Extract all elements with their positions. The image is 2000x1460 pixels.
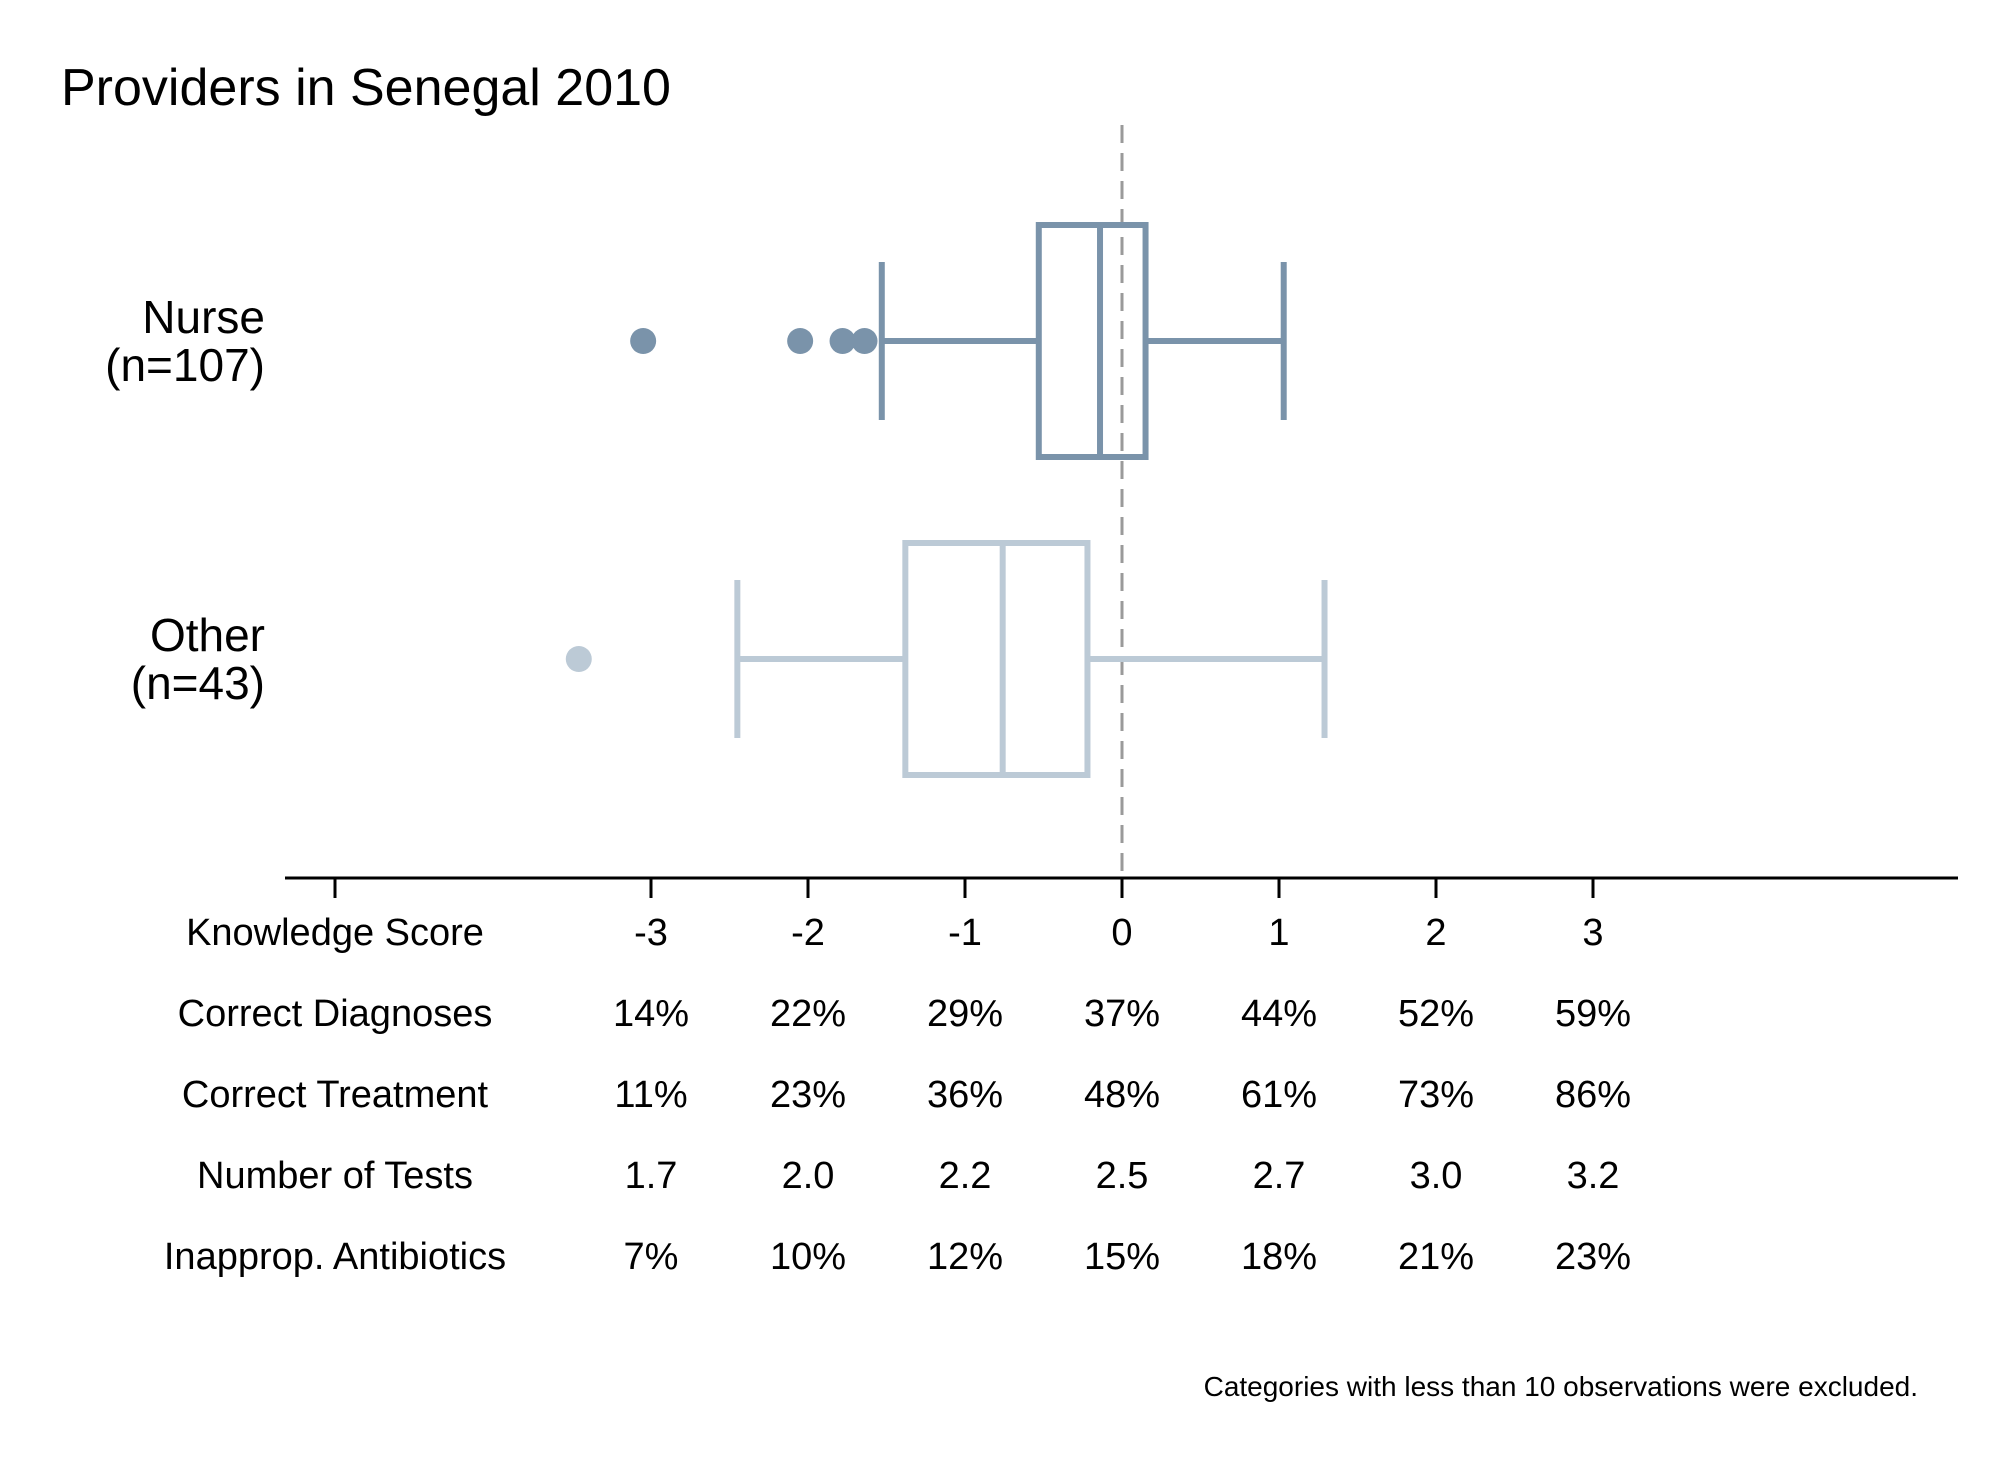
footnote: Categories with less than 10 observation… (1204, 1371, 1918, 1402)
table-cell: 23% (770, 1074, 846, 1116)
box (1035, 222, 1149, 460)
table-cell: 2.0 (782, 1155, 835, 1197)
plot-area: Nurse(n=107) Other(n=43) (105, 125, 1958, 898)
x-tick-label: 2 (1425, 912, 1446, 954)
chart-title: Providers in Senegal 2010 (61, 59, 671, 117)
table-cell: 52% (1398, 993, 1474, 1035)
x-tick-label: 3 (1582, 912, 1603, 954)
boxplot-group: Other(n=43) (131, 540, 1328, 778)
x-tick-label: 0 (1111, 912, 1132, 954)
x-tick-label: -3 (634, 912, 668, 954)
row-label: Correct Treatment (182, 1074, 489, 1116)
table-cell: 23% (1555, 1236, 1631, 1278)
table-row: Number of Tests 1.7 2.0 2.2 2.5 2.7 3.0 3.2 (197, 1155, 1619, 1197)
table-cell: 1.7 (625, 1155, 678, 1197)
table-cell: 11% (614, 1074, 687, 1116)
x-tick-label: -1 (948, 912, 982, 954)
outlier-point (630, 328, 657, 354)
table-cell: 15% (1084, 1236, 1160, 1278)
boxplot-group: Nurse(n=107) (105, 222, 1287, 460)
table-cell: 73% (1398, 1074, 1474, 1116)
table-row: Correct Diagnoses 14% 22% 29% 37% 44% 52% 59% (178, 993, 1631, 1035)
x-tick-label: -2 (791, 912, 825, 954)
outlier-point (787, 328, 814, 354)
table-row: Inapprop. Antibiotics 7% 10% 12% 15% 18% 21% 23… (164, 1236, 1631, 1278)
stats-table: Knowledge Score -3 -2 -1 0 1 2 3 Correct Diagnos… (164, 912, 1631, 1278)
group-sample-size: (n=107) (105, 339, 265, 391)
x-tick-label: 1 (1268, 912, 1289, 954)
table-cell: 2.7 (1253, 1155, 1306, 1197)
table-cell: 2.2 (939, 1155, 992, 1197)
table-cell: 86% (1555, 1074, 1631, 1116)
row-label: Number of Tests (197, 1155, 473, 1197)
table-cell: 2.5 (1096, 1155, 1149, 1197)
row-label: Knowledge Score (186, 912, 484, 954)
table-cell: 7% (624, 1236, 679, 1278)
box (902, 540, 1091, 778)
table-cell: 22% (770, 993, 846, 1035)
table-row: Knowledge Score -3 -2 -1 0 1 2 3 (186, 912, 1604, 954)
outlier-point (565, 646, 592, 672)
group-label: Other (150, 609, 265, 661)
table-cell: 61% (1241, 1074, 1317, 1116)
table-cell: 36% (927, 1074, 1003, 1116)
row-label: Correct Diagnoses (178, 993, 493, 1035)
table-cell: 59% (1555, 993, 1631, 1035)
table-cell: 14% (613, 993, 689, 1035)
table-cell: 3.2 (1567, 1155, 1620, 1197)
table-cell: 3.0 (1410, 1155, 1463, 1197)
table-row: Correct Treatment 11% 23% 36% 48% 61% 73% 86% (182, 1074, 1631, 1116)
table-cell: 48% (1084, 1074, 1160, 1116)
outlier-point (829, 328, 856, 354)
table-cell: 12% (927, 1236, 1003, 1278)
table-cell: 29% (927, 993, 1003, 1035)
row-label: Inapprop. Antibiotics (164, 1236, 506, 1278)
outlier-point (851, 328, 878, 354)
table-cell: 18% (1241, 1236, 1317, 1278)
group-sample-size: (n=43) (131, 657, 265, 709)
table-cell: 10% (770, 1236, 846, 1278)
table-cell: 37% (1084, 993, 1160, 1035)
table-cell: 44% (1241, 993, 1317, 1035)
table-cell: 21% (1398, 1236, 1474, 1278)
group-label: Nurse (142, 291, 265, 343)
